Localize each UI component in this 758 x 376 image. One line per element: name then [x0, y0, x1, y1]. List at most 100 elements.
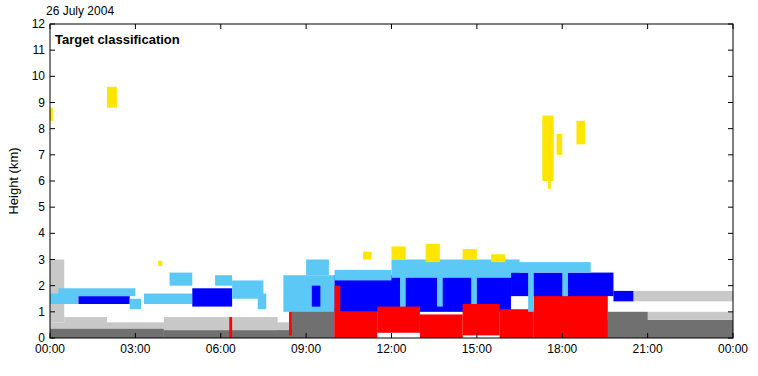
x-tick-label: 06:00 [206, 342, 236, 356]
y-tick [728, 233, 733, 234]
x-tick [562, 24, 563, 29]
cell [335, 270, 392, 280]
x-tick-label: 21:00 [633, 342, 663, 356]
y-tick [50, 102, 55, 103]
y-tick [728, 24, 733, 25]
cell [258, 294, 267, 310]
title: 26 July 2004 [46, 4, 114, 18]
annotation: Target classification [55, 32, 180, 47]
cell [426, 244, 440, 262]
cell [215, 275, 232, 285]
y-tick-label: 10 [32, 69, 46, 83]
x-tick [733, 24, 734, 29]
cell [562, 265, 568, 296]
y-tick [728, 102, 733, 103]
cell [158, 261, 162, 266]
y-tick [728, 154, 733, 155]
y-tick [50, 338, 55, 339]
x-tick [391, 24, 392, 29]
y-tick-label: 6 [38, 174, 45, 188]
x-tick [220, 24, 221, 29]
y-tick-label: 4 [38, 226, 45, 240]
cell [400, 265, 406, 312]
x-tick-label: 09:00 [291, 342, 321, 356]
x-tick [562, 333, 563, 338]
cell [633, 291, 733, 301]
y-tick [50, 181, 55, 182]
cell [144, 294, 192, 304]
y-tick [728, 311, 733, 312]
cell [107, 87, 117, 108]
cell [306, 260, 329, 276]
y-tick [50, 259, 55, 260]
y-tick-label: 12 [32, 17, 46, 31]
x-tick-label: 03:00 [120, 342, 150, 356]
x-tick-label: 15:00 [462, 342, 492, 356]
y-tick [50, 128, 55, 129]
y-tick [50, 76, 55, 77]
x-tick [733, 333, 734, 338]
y-tick [50, 311, 55, 312]
y-tick [728, 76, 733, 77]
x-tick [476, 333, 477, 338]
x-tick-label: 00:00 [718, 342, 748, 356]
y-tick [50, 24, 55, 25]
x-tick [135, 24, 136, 29]
x-tick [647, 24, 648, 29]
cell [59, 288, 136, 296]
y-tick-label: 1 [38, 305, 45, 319]
cell [463, 249, 477, 259]
y-tick [50, 285, 55, 286]
x-tick [476, 24, 477, 29]
y-tick [728, 259, 733, 260]
x-tick [220, 333, 221, 338]
cell [377, 307, 420, 333]
y-tick [728, 285, 733, 286]
x-tick-label: 12:00 [376, 342, 406, 356]
y-tick [728, 181, 733, 182]
cell [542, 116, 553, 181]
x-tick [135, 333, 136, 338]
x-tick [50, 333, 51, 338]
y-tick-label: 5 [38, 200, 45, 214]
cell [170, 273, 193, 286]
x-tick [50, 24, 51, 29]
y-tick-label: 9 [38, 96, 45, 110]
y-tick-label: 11 [33, 43, 46, 57]
cell [50, 329, 164, 338]
y-tick-label: 3 [38, 253, 45, 267]
cell [292, 309, 335, 338]
cell [437, 265, 443, 307]
cell [130, 299, 141, 309]
y-tick-label: 0 [38, 331, 45, 345]
cell [557, 134, 563, 155]
cell [463, 304, 500, 335]
x-tick [306, 333, 307, 338]
y-tick-label: 8 [38, 122, 45, 136]
y-axis-title: Height (km) [6, 147, 21, 214]
cell [312, 286, 321, 307]
cell [78, 296, 129, 304]
cell [491, 254, 505, 262]
x-tick [647, 333, 648, 338]
y-tick-label: 7 [38, 148, 45, 162]
y-tick [50, 207, 55, 208]
cell [500, 309, 534, 338]
cell [335, 312, 378, 338]
cell [392, 260, 520, 278]
y-tick [50, 233, 55, 234]
y-tick [728, 50, 733, 51]
chart: 00:00 03:00 06:00 09:00 12:00 15:00 18:00 21:00… [0, 0, 758, 376]
cell [192, 288, 232, 306]
x-tick [391, 333, 392, 338]
cell [608, 312, 648, 338]
cell [335, 286, 341, 338]
cells [50, 87, 733, 338]
cell [528, 267, 534, 311]
x-tick [306, 24, 307, 29]
cell [548, 181, 551, 189]
cell [534, 294, 608, 338]
y-tick [50, 154, 55, 155]
y-tick-label: 2 [38, 279, 45, 293]
x-tick-label: 18:00 [547, 342, 577, 356]
